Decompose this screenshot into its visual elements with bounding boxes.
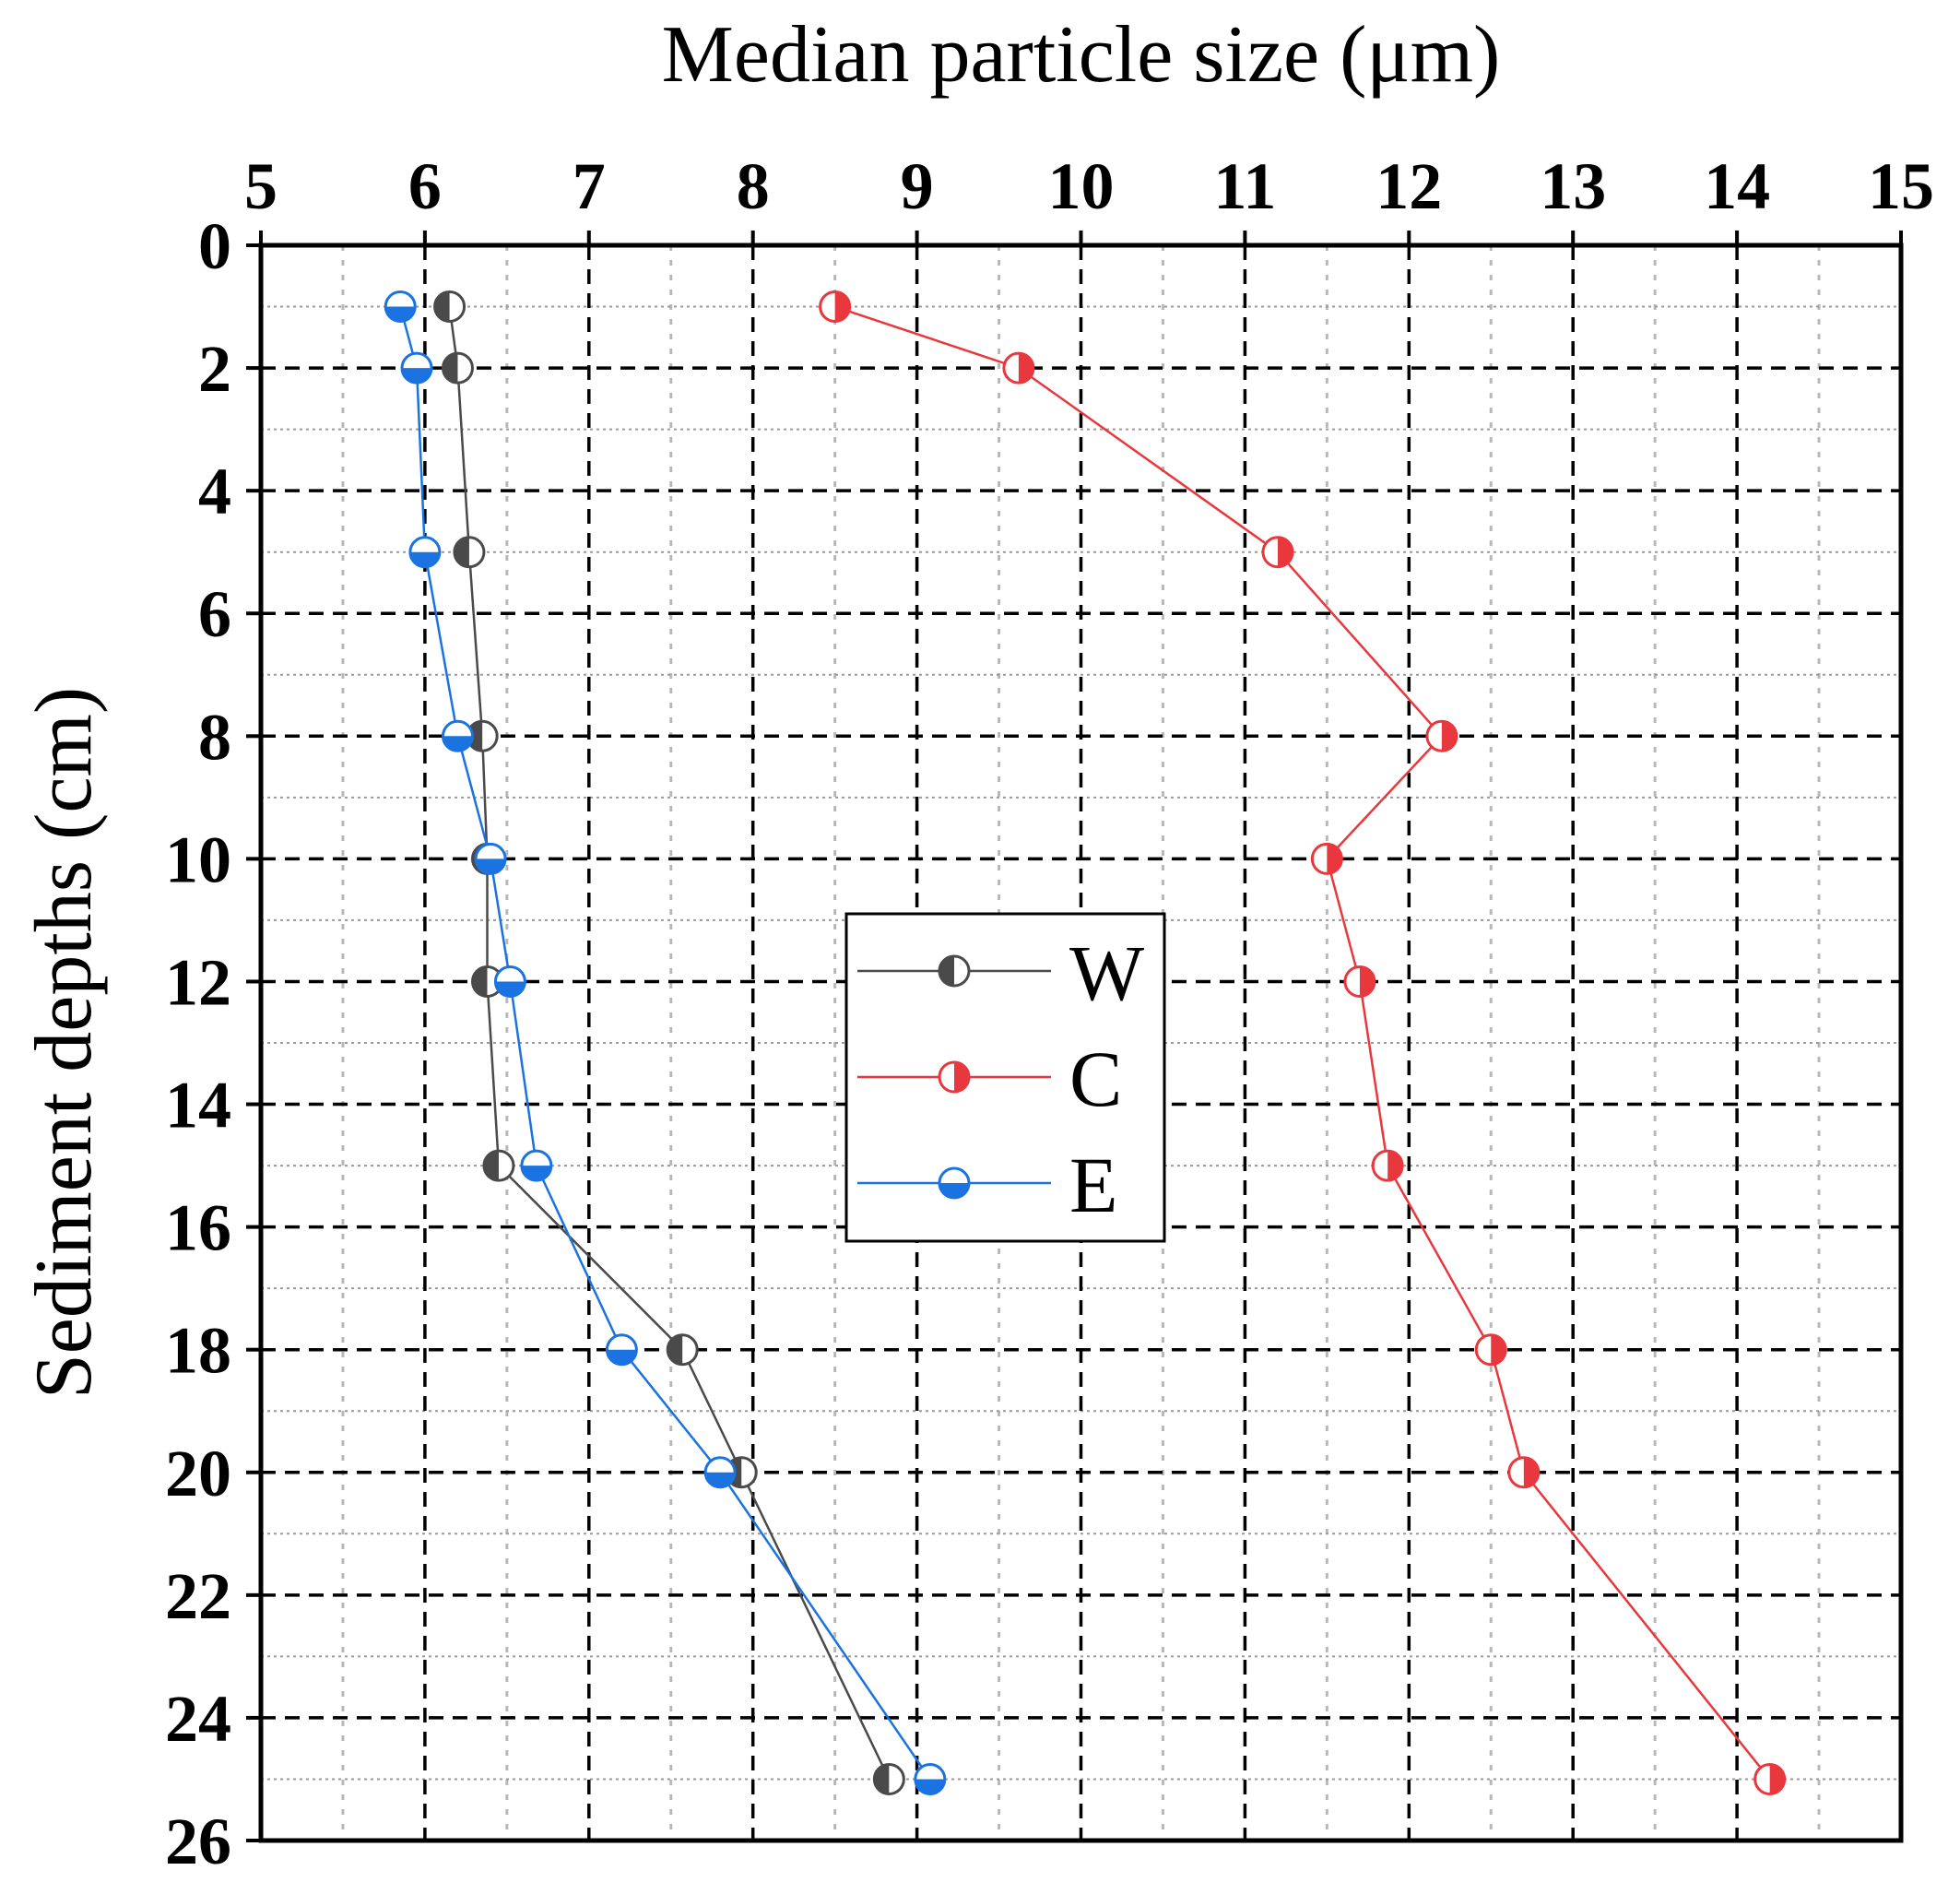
data-point-E xyxy=(703,1456,737,1489)
y-tick-label: 22 xyxy=(165,1559,231,1633)
data-point-C xyxy=(819,290,852,324)
data-point-W xyxy=(453,536,486,569)
legend-label: W xyxy=(1069,929,1144,1017)
legend-item: E xyxy=(857,1141,1118,1229)
x-tick-label: 15 xyxy=(1868,149,1934,223)
y-tick-label: 18 xyxy=(165,1314,231,1388)
x-tick-label: 10 xyxy=(1048,149,1115,223)
data-point-E xyxy=(408,536,442,569)
data-point-C xyxy=(1474,1333,1507,1367)
legend-label: C xyxy=(1069,1035,1122,1123)
y-tick-label: 4 xyxy=(198,455,231,528)
data-point-C xyxy=(1343,965,1376,998)
data-point-E xyxy=(474,842,507,875)
y-axis-title: Sediment depths (cm) xyxy=(19,687,109,1399)
series-layer xyxy=(384,290,1787,1795)
legend-marker xyxy=(938,1166,971,1200)
x-tick-label: 7 xyxy=(573,149,606,223)
x-tick-label: 14 xyxy=(1704,149,1770,223)
y-tick-label: 6 xyxy=(198,577,231,651)
y-tick-label: 16 xyxy=(165,1191,231,1265)
legend-label: E xyxy=(1069,1141,1118,1229)
y-tick-label: 8 xyxy=(198,700,231,774)
series-line-C xyxy=(834,305,1771,1781)
legend-item: C xyxy=(857,1035,1122,1123)
y-tick-label: 14 xyxy=(165,1069,231,1142)
y-tick-label: 24 xyxy=(165,1682,231,1756)
data-point-C xyxy=(1261,536,1294,569)
data-point-E xyxy=(605,1333,638,1367)
x-axis-title: Median particle size (μm) xyxy=(662,10,1501,100)
major-grid xyxy=(261,245,1901,1841)
data-point-E xyxy=(520,1149,553,1182)
x-tick-label: 11 xyxy=(1213,149,1276,223)
data-point-E xyxy=(441,719,474,752)
x-tick-label: 5 xyxy=(244,149,277,223)
data-point-W xyxy=(482,1149,515,1182)
legend-item: W xyxy=(857,929,1144,1017)
data-point-W xyxy=(872,1762,905,1795)
y-tick-label: 2 xyxy=(198,332,231,406)
data-point-C xyxy=(1002,351,1035,385)
y-tick-label: 10 xyxy=(165,823,231,896)
x-axis-ticks: 5 6 7 8 9 10 11 12 13 14 15 xyxy=(244,149,1934,245)
data-point-C xyxy=(1310,842,1343,875)
data-point-C xyxy=(1753,1762,1787,1795)
data-point-E xyxy=(914,1762,947,1795)
data-point-E xyxy=(400,351,433,385)
series-C xyxy=(819,290,1787,1795)
series-line-W xyxy=(448,306,891,1781)
data-point-C xyxy=(1371,1149,1404,1182)
x-tick-label: 12 xyxy=(1376,149,1442,223)
legend: WCE xyxy=(844,912,1166,1243)
y-tick-label: 26 xyxy=(165,1805,231,1878)
data-point-C xyxy=(1425,719,1458,752)
y-tick-label: 20 xyxy=(165,1437,231,1510)
y-tick-label: 0 xyxy=(198,209,231,283)
legend-marker xyxy=(938,1060,971,1094)
legend-marker xyxy=(938,954,971,988)
data-point-W xyxy=(433,290,466,324)
x-tick-label: 9 xyxy=(901,149,934,223)
series-line-E xyxy=(399,306,931,1781)
x-tick-label: 13 xyxy=(1540,149,1606,223)
data-point-E xyxy=(493,965,526,998)
data-point-W xyxy=(471,965,504,998)
data-point-C xyxy=(1507,1456,1541,1489)
data-point-W xyxy=(441,351,474,385)
x-tick-label: 8 xyxy=(737,149,770,223)
y-tick-label: 12 xyxy=(165,945,231,1019)
data-point-W xyxy=(666,1333,699,1367)
data-point-E xyxy=(384,290,417,324)
x-tick-label: 6 xyxy=(408,149,442,223)
series-E xyxy=(384,290,947,1795)
